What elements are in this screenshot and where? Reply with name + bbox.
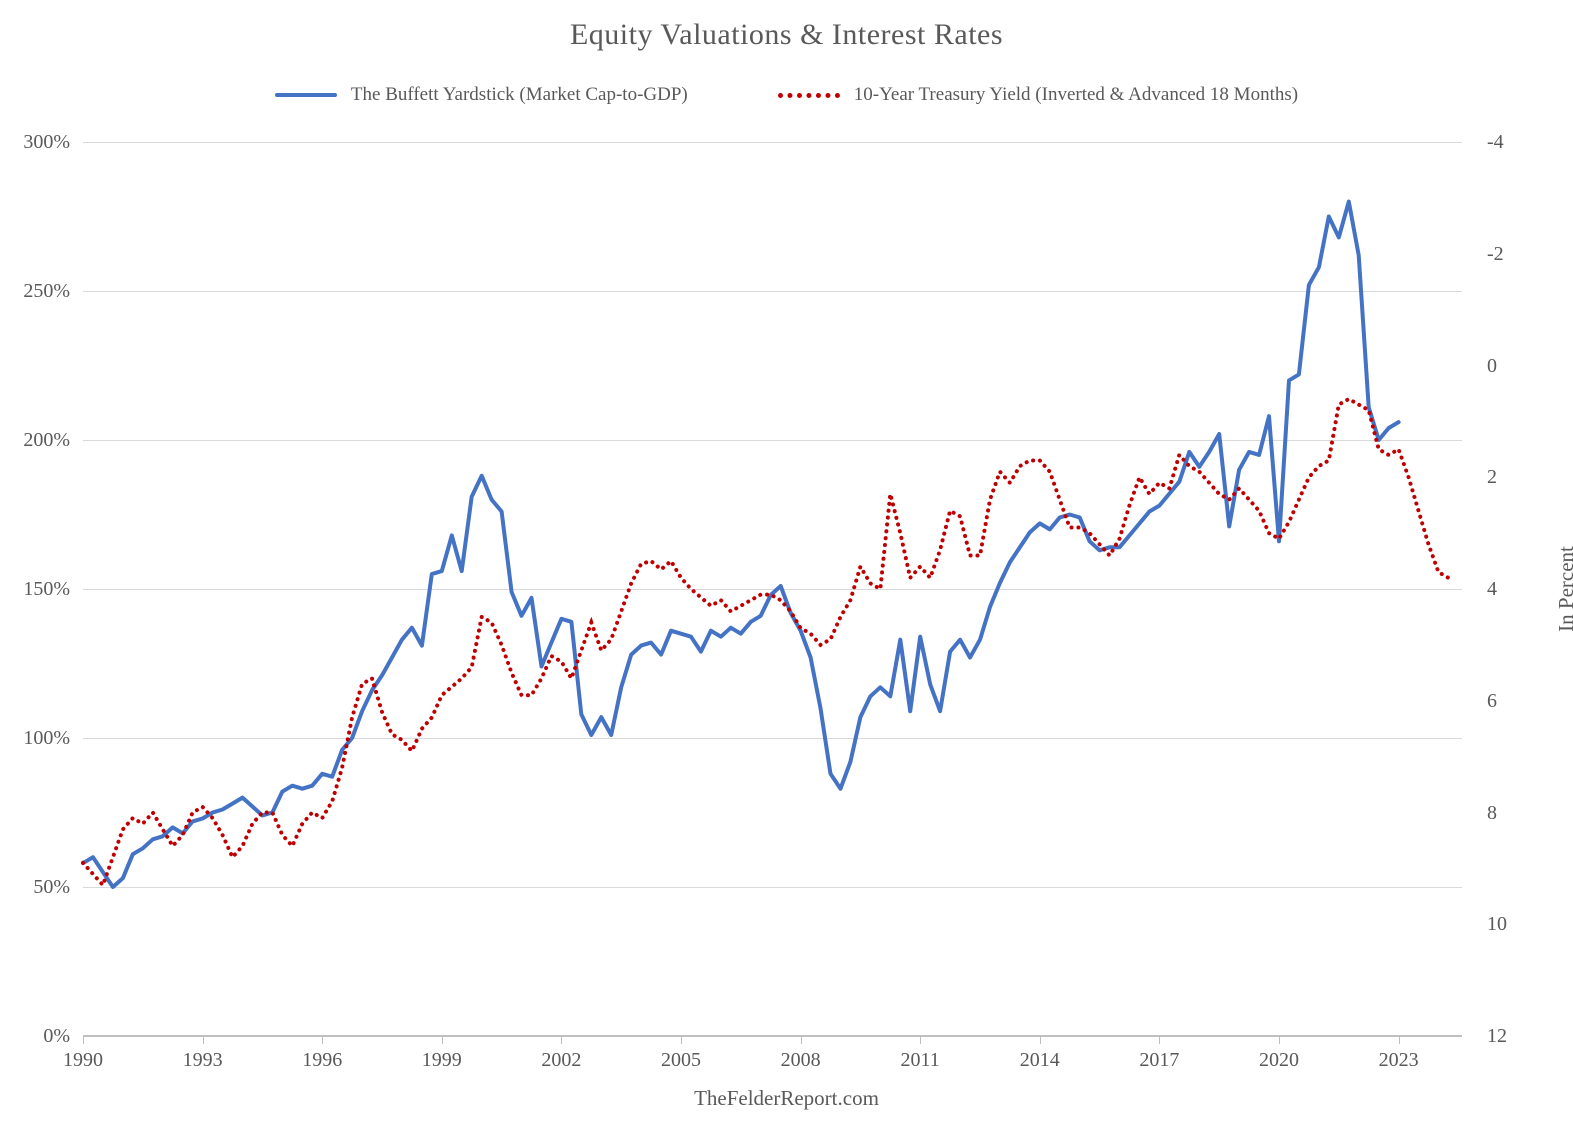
x-axis-line	[83, 1035, 1462, 1037]
x-axis-tick	[800, 1036, 802, 1044]
x-axis-tick	[1398, 1036, 1400, 1044]
gridline	[83, 886, 1462, 888]
y-axis-tick-label: 300%	[23, 131, 70, 153]
x-axis-tick-label: 2017	[1139, 1049, 1180, 1071]
x-axis-tick	[1039, 1036, 1041, 1044]
secondary-axis-tick-label: 2	[1487, 466, 1497, 489]
legend-label-buffett-yardstick: The Buffett Yardstick (Market Cap-to-GDP…	[350, 84, 688, 105]
secondary-axis-tick-label: 4	[1487, 578, 1497, 600]
y-axis-tick-label: 50%	[33, 876, 70, 898]
gridline	[83, 290, 1462, 292]
y-axis-tick-label: 250%	[23, 280, 70, 302]
x-axis-tick	[1279, 1036, 1280, 1044]
x-axis-tick	[441, 1036, 443, 1044]
legend-item-treasury-yield: 10-Year Treasury Yield (Inverted & Advan…	[777, 84, 1299, 106]
dotted-line-swatch-icon	[777, 92, 840, 98]
x-axis-tick-label: 2005	[661, 1049, 701, 1071]
y-axis-tick-label: 0%	[43, 1025, 70, 1047]
legend-item-buffett-yardstick: The Buffett Yardstick (Market Cap-to-GDP…	[274, 84, 688, 106]
secondary-axis-tick-label: 12	[1487, 1025, 1507, 1047]
x-axis-tick	[83, 1036, 84, 1044]
x-axis-tick-label: 2008	[780, 1049, 821, 1071]
treasury-yield-dotted-line	[81, 396, 1451, 889]
buffett-yardstick-line	[81, 199, 1401, 889]
x-axis-tick	[322, 1036, 324, 1044]
x-axis-tick-label: 2002	[541, 1049, 582, 1071]
x-axis-tick	[561, 1036, 563, 1044]
x-axis-tick	[202, 1036, 204, 1044]
gridline	[83, 588, 1462, 590]
footer-credit: TheFelderReport.com	[694, 1086, 879, 1110]
secondary-axis-tick-label: 8	[1487, 801, 1497, 824]
x-axis-tick-label: 1999	[421, 1049, 462, 1071]
x-axis-tick	[1159, 1036, 1161, 1044]
x-axis-tick-label: 2020	[1259, 1049, 1299, 1071]
gridline	[83, 737, 1462, 739]
x-axis-tick-label: 1993	[182, 1049, 223, 1071]
y-axis-tick-label: 100%	[23, 727, 70, 749]
y-axis-tick-label: 200%	[23, 429, 70, 451]
x-axis-tick	[920, 1036, 922, 1044]
secondary-axis-tick-label: 6	[1487, 689, 1497, 712]
secondary-axis-tick-label: -2	[1487, 242, 1504, 265]
solid-line-swatch-icon	[274, 93, 337, 97]
legend-label-treasury-yield: 10-Year Treasury Yield (Inverted & Advan…	[853, 84, 1299, 105]
gridline	[83, 141, 1462, 143]
secondary-axis-tick-label: 10	[1487, 913, 1507, 936]
x-axis-tick-label: 1990	[63, 1049, 103, 1071]
gridline	[83, 439, 1462, 441]
x-axis-tick-label: 1996	[302, 1049, 343, 1071]
secondary-axis-tick-label: 0	[1487, 354, 1497, 377]
x-axis-tick-label: 2023	[1378, 1049, 1419, 1071]
y-axis-tick-label: 150%	[23, 578, 70, 600]
chart-title: Equity Valuations & Interest Rates	[569, 18, 1004, 51]
legend: The Buffett Yardstick (Market Cap-to-GDP…	[0, 84, 1573, 106]
right-axis-title: In Percent	[1554, 546, 1573, 632]
x-axis-tick-label: 2014	[1019, 1049, 1060, 1071]
secondary-axis-tick-label: -4	[1487, 131, 1504, 153]
x-axis-tick-label: 2011	[900, 1049, 940, 1071]
x-axis-tick	[681, 1036, 682, 1044]
